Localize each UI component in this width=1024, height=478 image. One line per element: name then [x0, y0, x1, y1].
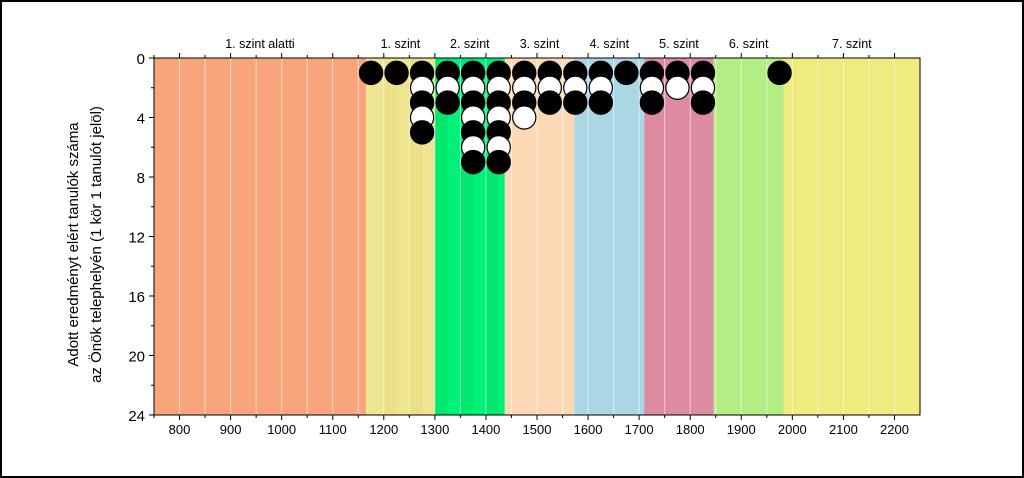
student-marker: [486, 149, 511, 175]
level-stripe: [409, 58, 423, 415]
x-tick-label: 1700: [625, 422, 654, 437]
x-tick-label: 1000: [267, 422, 296, 437]
level-band: [713, 58, 784, 415]
y-tick-label: 4: [137, 111, 145, 128]
student-marker: [537, 90, 562, 115]
student-marker: [588, 90, 614, 115]
student-marker: [512, 105, 537, 130]
level-label: 2. szint: [450, 37, 490, 51]
x-tick-label: 1500: [523, 422, 552, 437]
x-tick-label: 1900: [727, 422, 756, 437]
student-marker: [435, 90, 460, 115]
y-tick-label: 16: [128, 289, 145, 306]
level-stripe: [434, 58, 448, 415]
y-tick-label: 24: [128, 408, 145, 425]
y-tick-label: 8: [137, 170, 145, 187]
x-tick-label: 1400: [471, 422, 500, 437]
level-label: 1. szint: [381, 37, 421, 51]
student-marker: [767, 60, 792, 86]
level-label: 7. szint: [832, 37, 872, 51]
student-marker: [358, 60, 384, 86]
student-marker: [409, 120, 435, 145]
level-stripe: [383, 58, 397, 415]
x-tick-label: 1200: [369, 422, 398, 437]
level-label: 3. szint: [520, 37, 560, 51]
student-marker: [665, 75, 690, 100]
x-tick-label: 1800: [676, 422, 705, 437]
student-marker: [639, 90, 665, 115]
x-tick-label: 2000: [778, 422, 807, 437]
x-tick-label: 2100: [829, 422, 858, 437]
level-label: 1. szint alatti: [225, 37, 294, 51]
student-marker: [460, 149, 486, 175]
level-label: 4. szint: [589, 37, 629, 51]
level-band: [574, 58, 645, 415]
level-band: [644, 58, 714, 415]
level-label: 6. szint: [729, 37, 769, 51]
student-marker: [690, 90, 716, 115]
y-tick-label: 20: [128, 349, 145, 366]
x-tick-label: 2200: [880, 422, 909, 437]
student-marker: [563, 90, 588, 115]
level-band: [783, 58, 920, 415]
level-label: 5. szint: [659, 37, 699, 51]
x-tick-label: 1600: [574, 422, 603, 437]
student-marker: [384, 60, 409, 86]
x-tick-label: 1100: [319, 422, 347, 437]
y-tick-label: 12: [128, 230, 145, 247]
level-band: [154, 58, 366, 415]
student-marker: [614, 60, 639, 86]
x-tick-label: 900: [220, 422, 242, 437]
x-tick-label: 1300: [420, 422, 449, 437]
y-axis-title: Adott eredményt elért tanulók száma: [65, 122, 82, 367]
y-tick-label: 0: [137, 51, 145, 68]
y-axis-subtitle: az Önök telephelyén (1 kör 1 tanulót jel…: [87, 106, 105, 383]
x-tick-label: 800: [169, 422, 191, 437]
